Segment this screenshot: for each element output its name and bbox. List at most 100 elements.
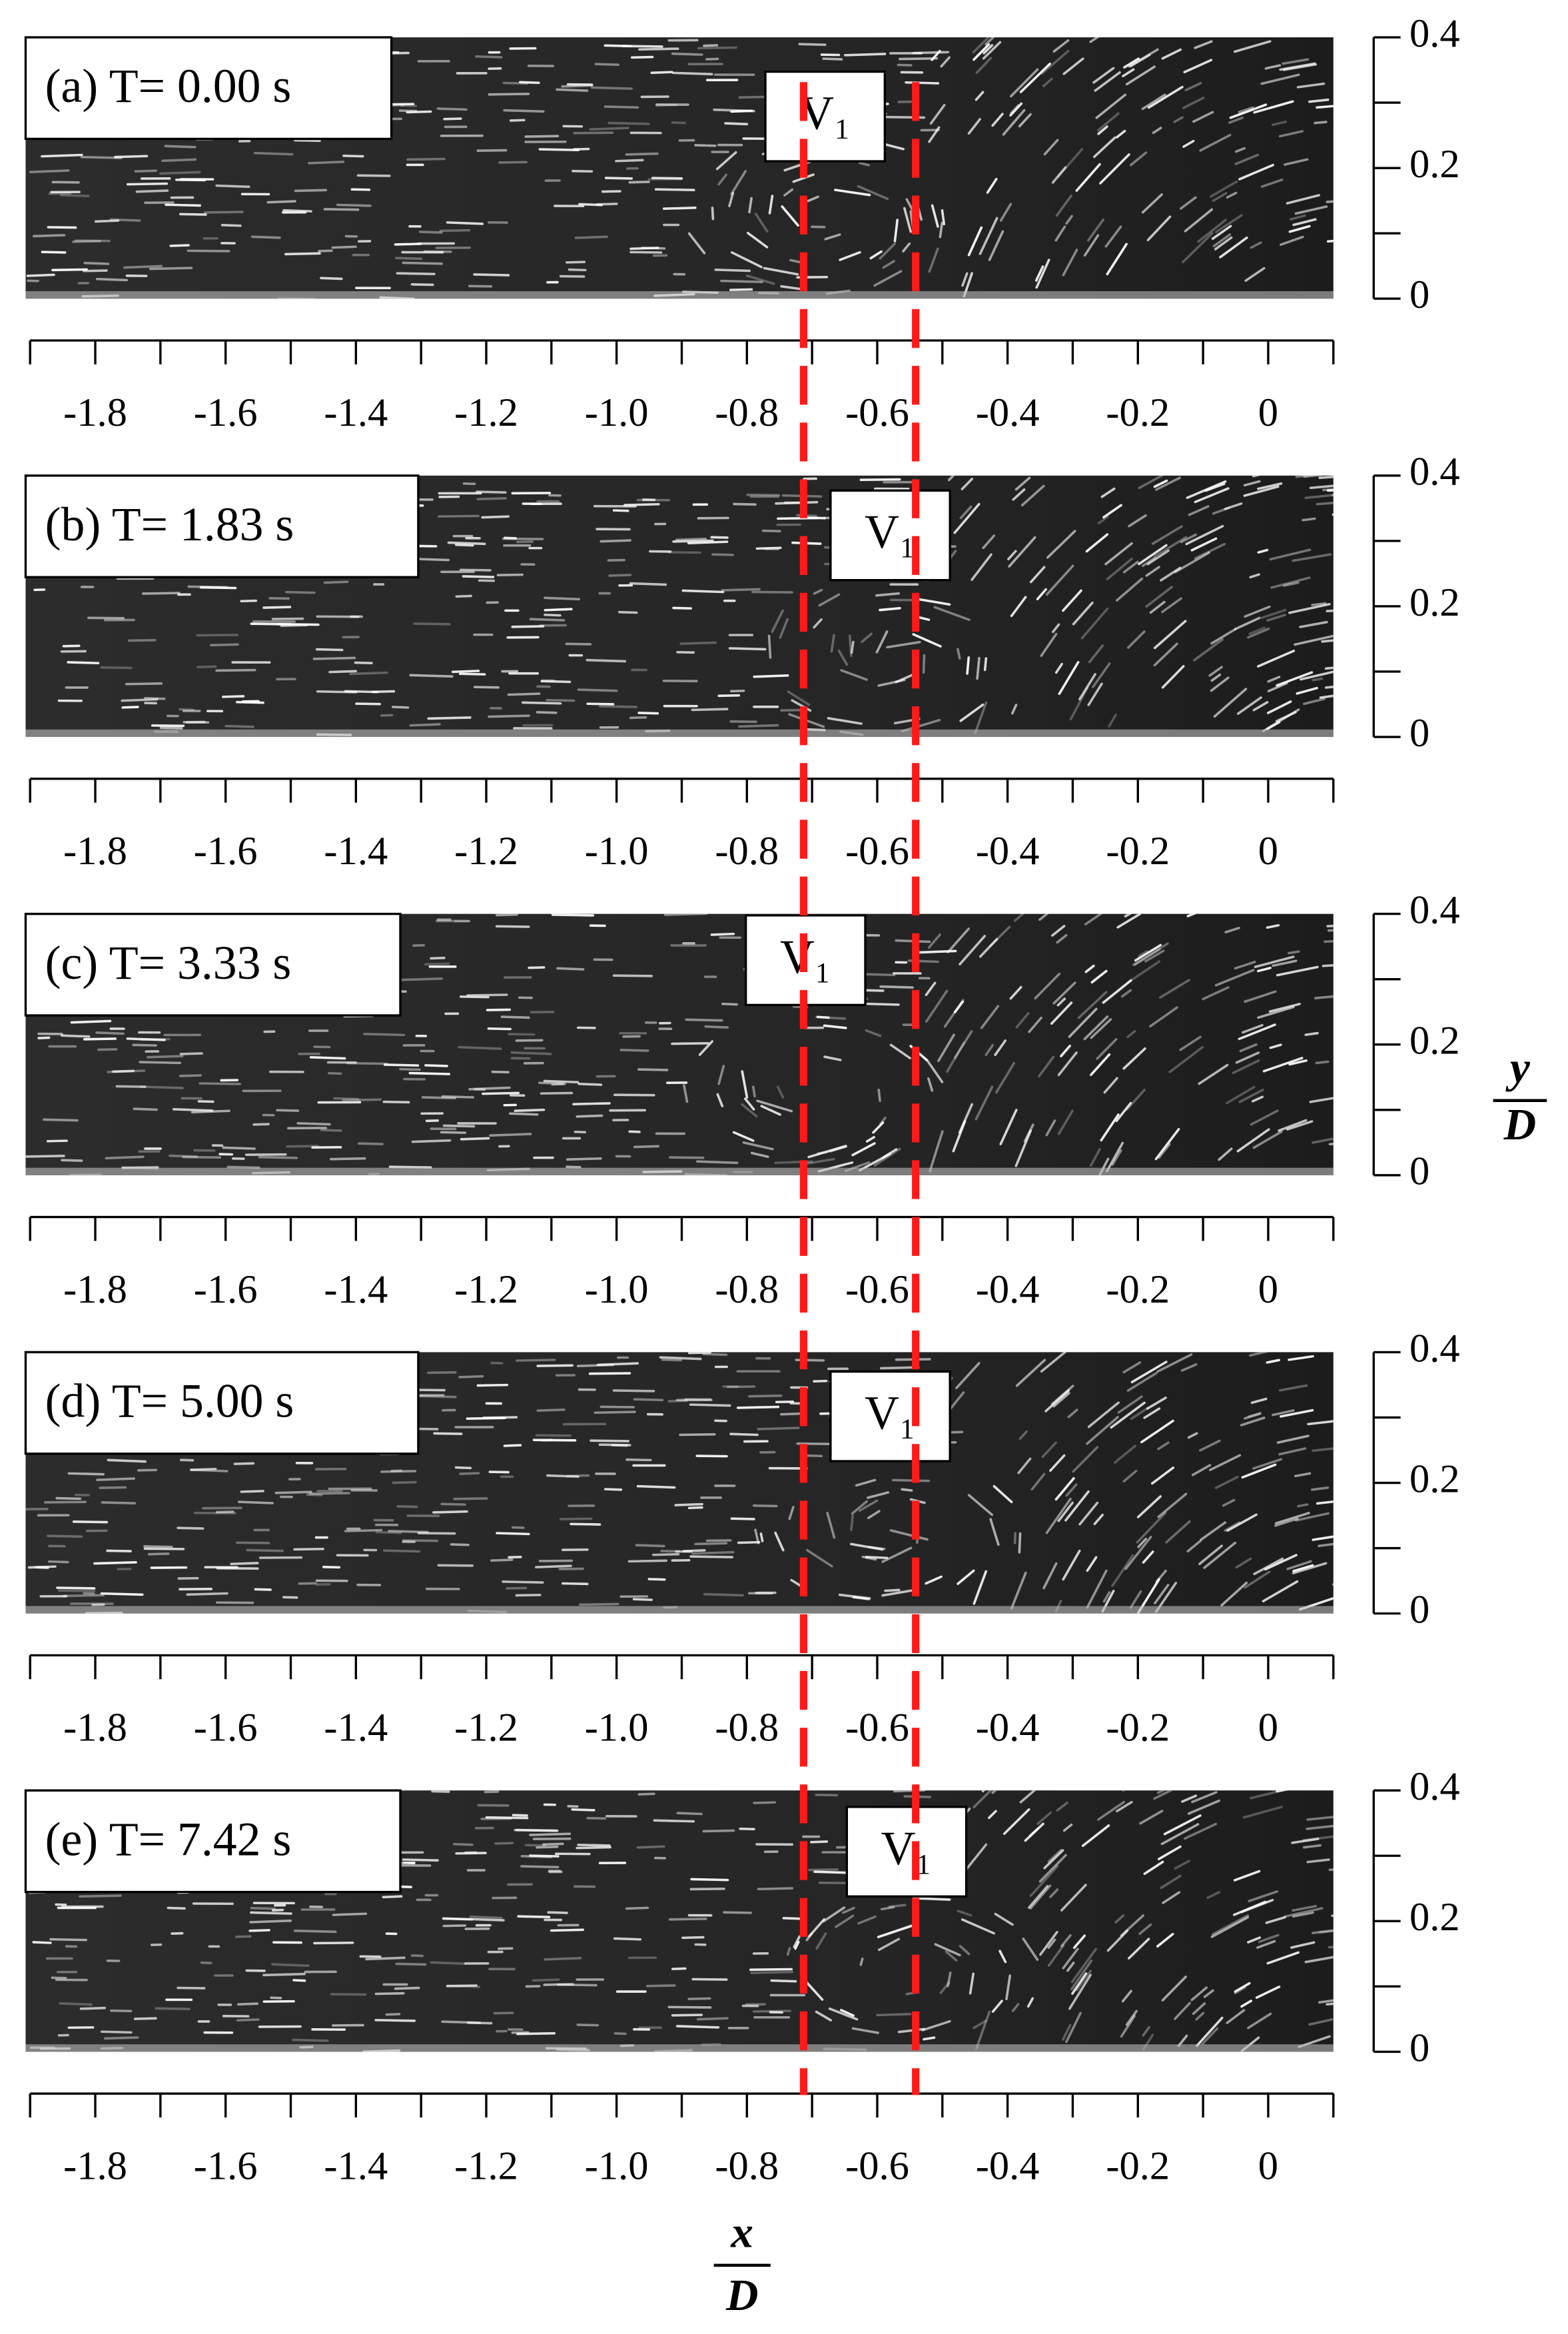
streak bbox=[967, 226, 983, 257]
streak bbox=[873, 270, 903, 287]
streak bbox=[671, 1967, 687, 1970]
streak bbox=[1220, 1581, 1248, 1607]
streak bbox=[851, 1142, 876, 1157]
streak bbox=[1045, 1119, 1056, 1137]
streak bbox=[676, 1812, 703, 1816]
streak bbox=[55, 1496, 82, 1500]
annotation-box bbox=[845, 1806, 968, 1898]
streak bbox=[1018, 1430, 1028, 1441]
streak bbox=[252, 1123, 270, 1126]
streak bbox=[902, 242, 911, 253]
streak bbox=[1022, 1938, 1039, 1961]
streak bbox=[1269, 548, 1312, 561]
streak bbox=[1248, 626, 1266, 636]
streak bbox=[306, 1493, 323, 1496]
streak bbox=[982, 534, 996, 550]
streak bbox=[1038, 913, 1049, 921]
streak bbox=[1158, 1143, 1171, 1159]
streak bbox=[1199, 1439, 1221, 1452]
streak bbox=[1187, 1799, 1220, 1815]
streak bbox=[1252, 1130, 1283, 1149]
x-tick-label: -1.4 bbox=[324, 390, 388, 435]
streak bbox=[431, 1790, 450, 1793]
streak bbox=[529, 618, 566, 622]
streak bbox=[1149, 600, 1166, 614]
streak bbox=[1129, 1590, 1142, 1609]
streak bbox=[710, 536, 729, 539]
streak bbox=[313, 1942, 354, 1945]
streak bbox=[872, 1121, 885, 1134]
streak bbox=[865, 1029, 882, 1037]
streak bbox=[683, 1084, 689, 1103]
streak bbox=[1190, 537, 1218, 552]
streak bbox=[633, 1145, 659, 1149]
streak bbox=[667, 551, 701, 554]
streak bbox=[715, 151, 737, 171]
streak bbox=[458, 1045, 502, 1050]
streak bbox=[721, 1002, 738, 1006]
streak bbox=[67, 661, 100, 665]
streak bbox=[612, 974, 653, 977]
streak bbox=[1182, 139, 1195, 148]
streak bbox=[1154, 1584, 1170, 1604]
streak bbox=[889, 1043, 912, 1059]
streak bbox=[47, 226, 77, 229]
streak bbox=[1070, 1948, 1098, 1984]
streak bbox=[1240, 1417, 1266, 1427]
streak bbox=[488, 93, 530, 96]
annotation-box bbox=[829, 489, 951, 582]
streak bbox=[1190, 1986, 1208, 2002]
streak bbox=[729, 288, 753, 291]
streak bbox=[1154, 1127, 1180, 1161]
streak bbox=[433, 1432, 463, 1435]
streak bbox=[931, 204, 939, 228]
streak bbox=[262, 1972, 306, 1977]
y-tick-label: 0 bbox=[1409, 1588, 1429, 1632]
streak bbox=[893, 219, 899, 243]
streak bbox=[1138, 475, 1164, 490]
streak bbox=[159, 171, 201, 175]
streak bbox=[1257, 548, 1269, 554]
streak bbox=[1258, 1934, 1280, 1944]
streak bbox=[519, 81, 540, 85]
streak bbox=[274, 1490, 312, 1494]
streak bbox=[71, 240, 101, 243]
streak bbox=[1155, 476, 1181, 491]
streak bbox=[67, 1472, 105, 1476]
panel: (e) T= 7.42 s V₁ 0 0.2 0.4 -1.8 -1.6 -1.4 -1.2 -1… bbox=[24, 1764, 1460, 2188]
streak bbox=[189, 1468, 228, 1472]
streak bbox=[1086, 218, 1105, 242]
streak bbox=[424, 962, 450, 966]
streak bbox=[857, 185, 889, 201]
streak bbox=[1161, 665, 1185, 689]
streak bbox=[586, 658, 627, 663]
streak bbox=[604, 177, 633, 180]
streak bbox=[823, 1055, 842, 1061]
streak bbox=[1278, 130, 1304, 138]
title-box bbox=[24, 36, 393, 141]
streak bbox=[967, 118, 981, 135]
streak bbox=[1250, 1397, 1268, 1405]
x-tick-label: -1.2 bbox=[454, 829, 518, 874]
streak bbox=[730, 1517, 755, 1520]
streak bbox=[1094, 71, 1121, 92]
streak bbox=[1141, 556, 1156, 568]
streak bbox=[149, 267, 193, 271]
streak bbox=[974, 701, 988, 734]
streak bbox=[1078, 673, 1096, 701]
streak bbox=[1145, 566, 1160, 577]
x-tick-label: -0.8 bbox=[715, 2143, 779, 2188]
streak bbox=[957, 1569, 975, 1585]
streak bbox=[1266, 1359, 1280, 1364]
streak bbox=[867, 1491, 890, 1499]
streak bbox=[164, 145, 196, 149]
streak bbox=[1324, 686, 1334, 689]
streak bbox=[1327, 929, 1334, 932]
y-tick-label: 0.2 bbox=[1409, 1019, 1460, 1063]
y-label-denominator: D bbox=[1503, 1099, 1537, 1149]
streak bbox=[459, 1472, 480, 1475]
streak bbox=[556, 1983, 597, 1987]
streak bbox=[1068, 1974, 1092, 2010]
streak bbox=[1208, 666, 1223, 677]
streak bbox=[1153, 1790, 1172, 1800]
